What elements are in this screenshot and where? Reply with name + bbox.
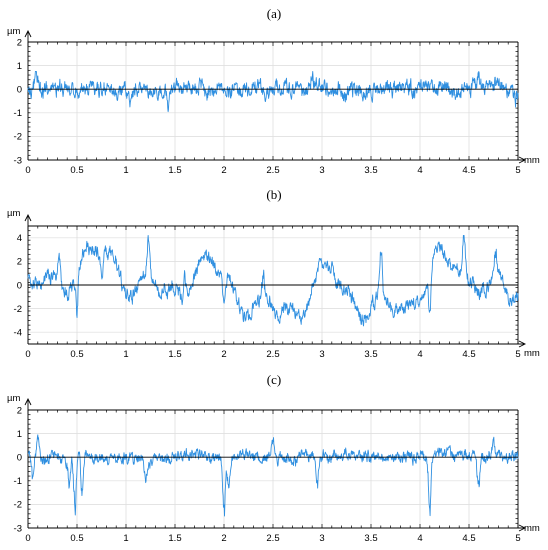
x-tick-label: 0 xyxy=(25,349,30,360)
panel-label-a: (a) xyxy=(267,6,281,21)
y-tick-label: -3 xyxy=(14,155,22,166)
x-ticks-c: 0 0.5 1 1.5 2 2.5 3 3.5 4 4.5 5 xyxy=(25,533,520,544)
x-tick-label: 1 xyxy=(123,165,128,176)
axes-frame-b xyxy=(24,213,527,348)
y-tick-label: -2 xyxy=(14,500,22,511)
panel-c: (c) µm mm 2 1 0 -1 -2 -3 0 0.5 1 1.5 2 2.5 3 3.5 4 4.5… xyxy=(7,372,540,544)
x-tick-label: 4 xyxy=(417,349,422,360)
x-tick-label: 0 xyxy=(25,533,30,544)
x-tick-label: 5 xyxy=(515,165,520,176)
x-tick-label: 3 xyxy=(319,165,324,176)
gridlines-a xyxy=(27,41,519,161)
x-tick-label: 5 xyxy=(515,533,520,544)
x-axis-arrow xyxy=(518,156,527,164)
y-tick-label: 1 xyxy=(17,429,22,440)
profile-series-b xyxy=(27,234,519,327)
x-tick-label: 1.5 xyxy=(168,533,181,544)
x-ticks-b: 0 0.5 1 1.5 2 2.5 3 3.5 4 4.5 5 xyxy=(25,349,520,360)
x-tick-label: 2.5 xyxy=(266,349,279,360)
y-axis-arrow xyxy=(24,29,32,38)
x-tick-label: 3.5 xyxy=(364,165,377,176)
x-tick-label: 3.5 xyxy=(364,533,377,544)
y-axis-arrow xyxy=(24,397,32,406)
x-tick-label: 1 xyxy=(123,533,128,544)
x-tick-label: 0.5 xyxy=(70,533,83,544)
y-tick-label: 1 xyxy=(17,61,22,72)
panel-a: (a) µm mm 2 1 0 -1 -2 -3 0 0.5 1 1.5 2 2.5 3 3.5 4 4.5… xyxy=(7,6,540,176)
y-axis-unit-c: µm xyxy=(7,393,20,404)
x-tick-label: 1.5 xyxy=(168,349,181,360)
y-tick-label: -4 xyxy=(14,328,22,339)
y-tick-label: 2 xyxy=(17,405,22,416)
x-axis-arrow xyxy=(518,340,527,348)
x-tick-label: 1 xyxy=(123,349,128,360)
x-tick-label: 4.5 xyxy=(462,165,475,176)
x-axis-unit-c: mm xyxy=(524,523,540,534)
y-ticks-a: 2 1 0 -1 -2 -3 xyxy=(14,37,22,166)
y-axis-unit-b: µm xyxy=(7,208,20,219)
x-tick-label: 2 xyxy=(221,165,226,176)
axes-frame-a xyxy=(24,29,527,164)
x-tick-label: 2 xyxy=(221,349,226,360)
axes-frame-c xyxy=(24,397,527,532)
y-axis-unit-a: µm xyxy=(7,26,20,37)
x-axis-unit-a: mm xyxy=(524,155,540,166)
x-tick-label: 0.5 xyxy=(70,165,83,176)
x-tick-label: 4 xyxy=(417,533,422,544)
y-tick-label: -1 xyxy=(14,476,22,487)
x-tick-label: 4 xyxy=(417,165,422,176)
x-axis-unit-b: mm xyxy=(524,348,540,359)
x-ticks-a: 0 0.5 1 1.5 2 2.5 3 3.5 4 4.5 5 xyxy=(25,165,520,176)
x-tick-label: 3 xyxy=(319,349,324,360)
gridlines-c xyxy=(27,409,519,529)
panel-label-b: (b) xyxy=(266,187,281,202)
y-tick-label: -3 xyxy=(14,523,22,534)
x-tick-label: 5 xyxy=(515,349,520,360)
x-tick-label: 1.5 xyxy=(168,165,181,176)
x-tick-label: 2.5 xyxy=(266,533,279,544)
y-axis-arrow xyxy=(24,213,32,222)
x-tick-label: 4.5 xyxy=(462,533,475,544)
y-tick-label: 2 xyxy=(17,257,22,268)
x-tick-label: 3.5 xyxy=(364,349,377,360)
y-tick-label: 0 xyxy=(17,453,22,464)
y-tick-label: -2 xyxy=(14,132,22,143)
x-tick-label: 3 xyxy=(319,533,324,544)
y-tick-label: 0 xyxy=(17,280,22,291)
y-tick-label: 0 xyxy=(17,85,22,96)
x-tick-label: 4.5 xyxy=(462,349,475,360)
x-tick-label: 2.5 xyxy=(266,165,279,176)
x-tick-label: 2 xyxy=(221,533,226,544)
y-tick-label: -1 xyxy=(14,108,22,119)
x-tick-label: 0.5 xyxy=(70,349,83,360)
x-axis-arrow xyxy=(518,524,527,532)
y-tick-label: 2 xyxy=(17,37,22,48)
y-ticks-c: 2 1 0 -1 -2 -3 xyxy=(14,405,22,534)
panel-label-c: (c) xyxy=(267,372,281,387)
y-tick-label: 4 xyxy=(17,233,22,244)
y-ticks-b: 4 2 0 -2 -4 xyxy=(14,233,22,338)
y-tick-label: -2 xyxy=(14,304,22,315)
x-tick-label: 0 xyxy=(25,165,30,176)
panel-b: (b) µm mm 4 2 0 -2 -4 0 0.5 1 1.5 2 2.5 3 3.5 4 4.5 5 xyxy=(7,187,540,360)
profile-series-a xyxy=(27,71,519,113)
